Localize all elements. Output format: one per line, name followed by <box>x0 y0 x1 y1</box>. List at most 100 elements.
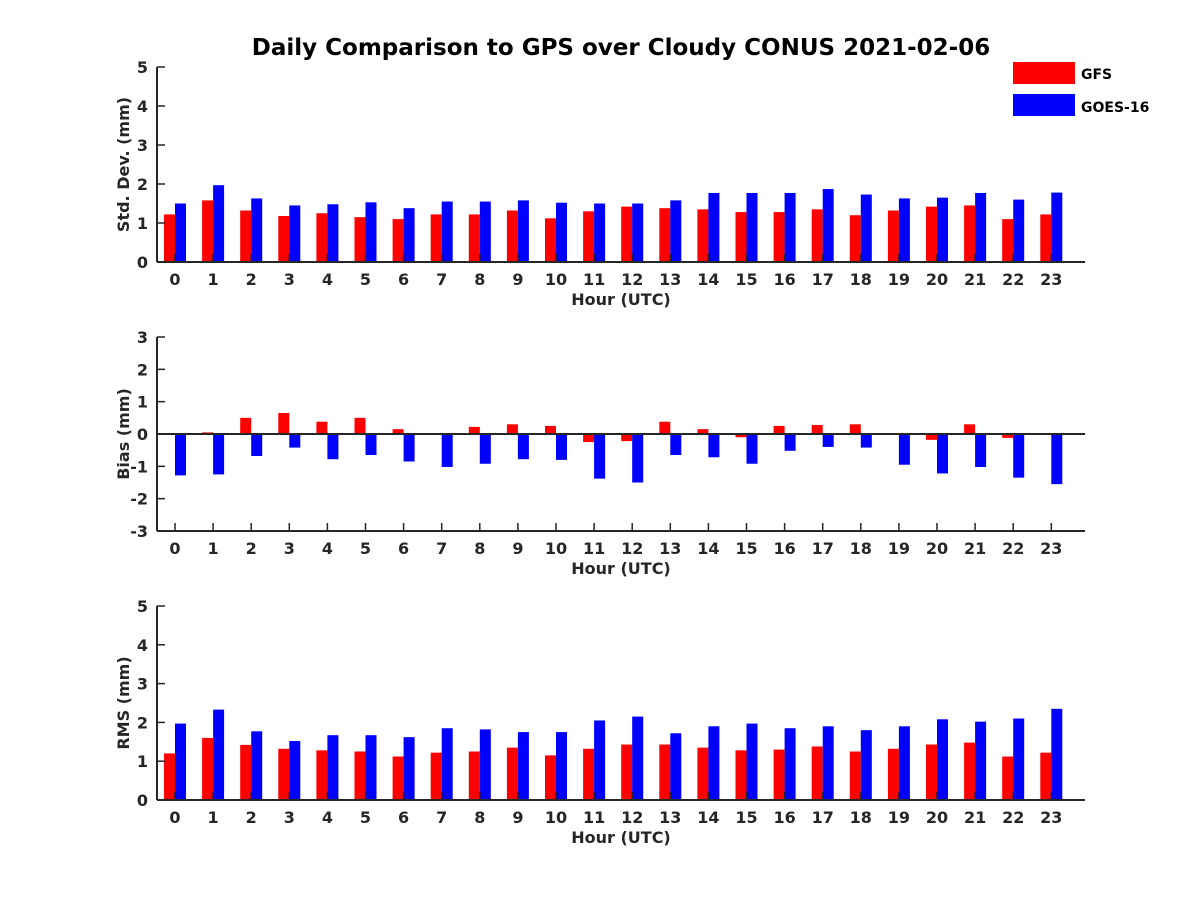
x-tick-label-stddev: 3 <box>284 270 295 289</box>
bar-stddev-gfs-17 <box>811 209 823 262</box>
bar-rms-goes16-6 <box>403 737 415 800</box>
bar-stddev-gfs-5 <box>354 217 366 262</box>
x-tick-label-bias: 19 <box>888 539 910 558</box>
bar-stddev-goes16-23 <box>1051 192 1063 262</box>
bar-rms-gfs-5 <box>354 751 366 800</box>
x-tick-label-bias: 7 <box>436 539 447 558</box>
x-tick-label-stddev: 1 <box>208 270 219 289</box>
x-tick-label-stddev: 14 <box>697 270 719 289</box>
bar-rms-gfs-4 <box>316 750 328 800</box>
bar-stddev-gfs-14 <box>697 209 709 262</box>
y-tick-label-stddev: 2 <box>137 175 148 194</box>
x-tick-label-rms: 20 <box>926 808 948 827</box>
x-tick-label-rms: 19 <box>888 808 910 827</box>
bar-stddev-gfs-4 <box>316 213 328 262</box>
y-tick-label-rms: 2 <box>137 713 148 732</box>
bar-rms-goes16-17 <box>822 726 834 800</box>
x-tick-label-stddev: 0 <box>169 270 180 289</box>
bar-stddev-gfs-19 <box>887 210 899 262</box>
x-tick-label-stddev: 19 <box>888 270 910 289</box>
bar-stddev-gfs-23 <box>1040 214 1052 262</box>
y-tick-label-rms: 3 <box>137 675 148 694</box>
x-tick-label-rms: 0 <box>169 808 180 827</box>
x-tick-label-stddev: 13 <box>659 270 681 289</box>
bar-bias-goes16-3 <box>289 434 301 448</box>
bar-stddev-goes16-3 <box>289 205 301 262</box>
bar-stddev-goes16-16 <box>784 192 796 262</box>
bar-bias-gfs-18 <box>849 424 861 434</box>
bar-stddev-gfs-18 <box>849 215 861 262</box>
bar-stddev-gfs-1 <box>202 200 214 262</box>
bar-bias-gfs-15 <box>735 434 747 438</box>
x-tick-label-rms: 18 <box>850 808 872 827</box>
bar-stddev-goes16-11 <box>594 203 606 262</box>
x-tick-label-stddev: 8 <box>474 270 485 289</box>
x-tick-label-rms: 2 <box>246 808 257 827</box>
x-tick-label-stddev: 9 <box>512 270 523 289</box>
bar-bias-gfs-21 <box>964 424 976 434</box>
bar-stddev-gfs-10 <box>545 218 556 262</box>
bar-rms-goes16-19 <box>898 726 910 800</box>
bar-bias-goes16-16 <box>784 434 796 451</box>
bar-bias-goes16-20 <box>937 434 948 474</box>
bar-rms-goes16-16 <box>784 728 796 800</box>
bar-stddev-gfs-21 <box>964 205 976 262</box>
bar-bias-gfs-22 <box>1002 434 1014 438</box>
bar-rms-gfs-2 <box>240 744 252 800</box>
y-tick-label-bias: 0 <box>137 425 148 444</box>
bar-stddev-goes16-7 <box>441 201 453 262</box>
x-tick-label-stddev: 7 <box>436 270 447 289</box>
x-tick-label-bias: 15 <box>735 539 757 558</box>
x-tick-label-bias: 6 <box>398 539 409 558</box>
bar-rms-gfs-6 <box>392 756 404 800</box>
bar-bias-goes16-0 <box>175 434 186 476</box>
x-tick-label-rms: 8 <box>474 808 485 827</box>
x-tick-label-rms: 11 <box>583 808 605 827</box>
bar-stddev-gfs-7 <box>430 214 442 262</box>
x-tick-label-stddev: 22 <box>1002 270 1024 289</box>
bar-bias-goes16-1 <box>213 434 225 475</box>
bar-stddev-goes16-14 <box>708 192 720 262</box>
chart-title: Daily Comparison to GPS over Cloudy CONU… <box>252 35 990 61</box>
x-tick-label-rms: 7 <box>436 808 447 827</box>
y-tick-label-bias: -2 <box>130 490 148 509</box>
y-tick-label-stddev: 0 <box>137 253 148 272</box>
bar-rms-goes16-10 <box>556 732 567 800</box>
y-tick-label-bias: 1 <box>137 393 148 412</box>
x-tick-label-rms: 12 <box>621 808 643 827</box>
bar-rms-gfs-13 <box>659 744 671 800</box>
y-tick-label-stddev: 3 <box>137 136 148 155</box>
bar-rms-gfs-1 <box>202 737 214 800</box>
bar-rms-goes16-8 <box>479 729 491 800</box>
x-tick-label-bias: 21 <box>964 539 986 558</box>
bar-rms-goes16-1 <box>213 709 225 800</box>
x-tick-label-bias: 14 <box>697 539 719 558</box>
bar-bias-gfs-16 <box>773 425 785 434</box>
x-axis-label-rms: Hour (UTC) <box>571 828 671 847</box>
bar-rms-gfs-15 <box>735 750 747 800</box>
bar-rms-gfs-18 <box>849 751 861 800</box>
bar-stddev-goes16-17 <box>822 189 834 262</box>
x-tick-label-rms: 9 <box>512 808 523 827</box>
bar-bias-goes16-15 <box>746 434 758 464</box>
bar-stddev-goes16-19 <box>898 198 910 262</box>
bar-stddev-goes16-15 <box>746 192 758 262</box>
bar-rms-goes16-18 <box>860 730 872 800</box>
x-tick-label-rms: 1 <box>208 808 219 827</box>
bar-bias-gfs-12 <box>621 434 633 442</box>
bar-bias-goes16-23 <box>1051 434 1063 485</box>
y-tick-label-bias: 2 <box>137 360 148 379</box>
bar-stddev-gfs-9 <box>506 210 518 262</box>
bar-bias-gfs-9 <box>506 424 518 434</box>
bar-rms-goes16-4 <box>327 735 339 800</box>
x-tick-label-bias: 8 <box>474 539 485 558</box>
legend: GFS GOES-16 <box>1013 62 1149 116</box>
bar-rms-gfs-14 <box>697 747 709 800</box>
bar-rms-gfs-16 <box>773 749 785 800</box>
x-tick-label-rms: 13 <box>659 808 681 827</box>
bar-bias-goes16-11 <box>594 434 606 479</box>
x-tick-label-bias: 11 <box>583 539 605 558</box>
